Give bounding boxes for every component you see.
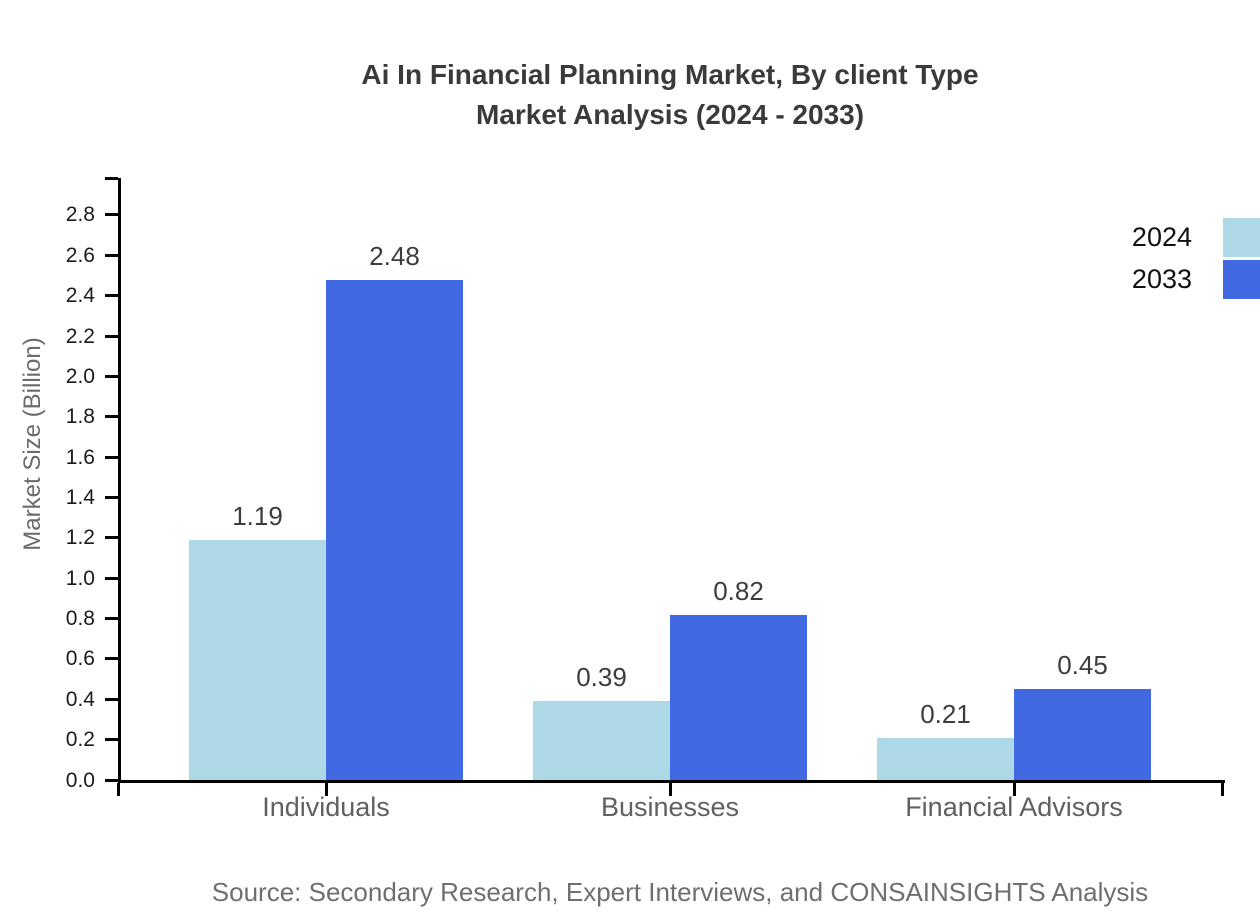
y-tick-label: 2.6 [65, 243, 95, 267]
y-tick-label: 1.0 [65, 566, 95, 590]
x-tick-mark [668, 783, 672, 796]
source-note: Source: Secondary Research, Expert Inter… [211, 877, 1149, 907]
y-tick-mark [105, 213, 118, 217]
y-tick-label: 2.0 [65, 364, 95, 388]
y-tick-label: 0.6 [65, 647, 95, 671]
bar-value-label: 2.48 [369, 240, 420, 271]
y-tick-label: 1.6 [65, 445, 95, 469]
category-label: Financial Advisors [905, 792, 1123, 822]
y-tick-label: 2.8 [65, 203, 95, 227]
y-tick-mark [105, 657, 118, 661]
y-tick-mark [105, 778, 118, 782]
bar-value-label: 0.82 [713, 575, 764, 606]
y-tick-label: 2.4 [65, 284, 95, 308]
y-tick-label: 1.8 [65, 405, 95, 429]
bar-value-label: 1.19 [232, 500, 283, 531]
category-label: Individuals [262, 792, 390, 822]
category-label: Businesses [600, 792, 740, 822]
y-tick-mark [105, 738, 118, 742]
legend-item-2024: 2024 [1100, 218, 1260, 257]
y-tick-label: 0.2 [65, 728, 95, 752]
bar-value-label: 0.45 [1057, 650, 1108, 681]
bar-2033-financial-advisors [1014, 689, 1151, 780]
y-tick-mark [105, 374, 118, 378]
y-tick-mark [105, 334, 118, 338]
y-tick-label: 1.4 [65, 485, 95, 509]
bar-2024-businesses [533, 701, 670, 780]
x-tick-mark [324, 783, 328, 796]
y-axis-end-tick [105, 177, 118, 180]
legend: 2024 2033 [1100, 218, 1260, 299]
chart-title-line1: Ai In Financial Planning Market, By clie… [361, 59, 979, 90]
legend-swatch [1223, 260, 1260, 299]
y-tick-mark [105, 576, 118, 580]
bar-value-label: 0.39 [576, 662, 627, 693]
y-tick-label: 0.4 [65, 687, 95, 711]
legend-label: 2033 [1131, 264, 1192, 294]
y-tick-mark [105, 536, 118, 540]
legend-label: 2024 [1131, 222, 1192, 252]
y-tick-mark [105, 415, 118, 419]
y-tick-mark [105, 617, 118, 621]
y-tick-mark [105, 253, 118, 257]
x-tick-mark [1012, 783, 1016, 796]
chart-title-line2: Market Analysis (2024 - 2033) [475, 99, 865, 130]
y-tick-mark [105, 294, 118, 298]
bar-2033-businesses [670, 614, 807, 780]
y-tick-label: 1.2 [65, 526, 95, 550]
bar-2033-individuals [326, 279, 463, 780]
x-tick-mark [1220, 783, 1224, 796]
legend-item-2033: 2033 [1100, 260, 1260, 299]
y-tick-mark [105, 697, 118, 701]
y-tick-label: 2.2 [65, 324, 95, 348]
x-tick-mark [116, 783, 120, 796]
y-axis-line [118, 178, 121, 783]
x-axis-line [118, 780, 1225, 783]
chart-title: Ai In Financial Planning Market, By clie… [0, 55, 1260, 135]
y-tick-mark [105, 495, 118, 499]
bar-value-label: 0.21 [920, 698, 971, 729]
y-tick-label: 0.8 [65, 607, 95, 631]
legend-swatch [1223, 218, 1260, 257]
y-tick-mark [105, 455, 118, 459]
bar-2024-financial-advisors [877, 737, 1014, 780]
y-tick-label: 0.0 [65, 768, 95, 792]
bar-2024-individuals [189, 539, 326, 780]
